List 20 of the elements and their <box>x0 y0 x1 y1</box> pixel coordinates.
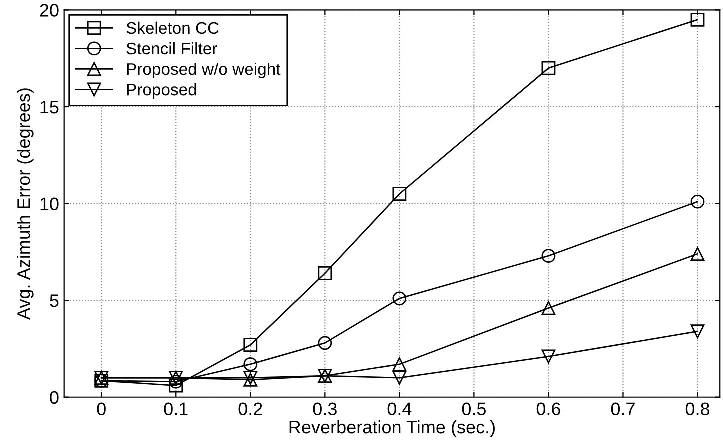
x-tick-label: 0.8 <box>686 402 710 416</box>
x-tick-label: 0.5 <box>462 402 486 416</box>
legend-label: Proposed w/o weight <box>127 62 281 78</box>
y-tick-label: 0 <box>50 391 59 404</box>
x-tick-label: 0.2 <box>238 402 262 416</box>
y-tick-label: 20 <box>40 4 59 17</box>
x-tick-label: 0.1 <box>164 402 188 416</box>
x-tick-label: 0.4 <box>388 402 412 416</box>
x-axis-title: Reverberation Time (sec.) <box>290 420 495 438</box>
x-tick-label: 0.3 <box>313 402 337 416</box>
y-tick-label: 5 <box>50 294 59 308</box>
legend-label: Skeleton CC <box>126 22 219 34</box>
y-tick-label: 10 <box>40 198 59 211</box>
x-tick-label: 0.7 <box>611 402 635 416</box>
y-tick-label: 15 <box>40 101 59 114</box>
y-axis-title: Avg. Azimuth Error (degrees) <box>17 88 34 320</box>
x-tick-label: 0.6 <box>536 402 560 416</box>
legend-label: Stencil Filter <box>126 42 218 55</box>
legend-label: Proposed <box>127 83 196 100</box>
x-tick-label: 0 <box>97 402 106 416</box>
